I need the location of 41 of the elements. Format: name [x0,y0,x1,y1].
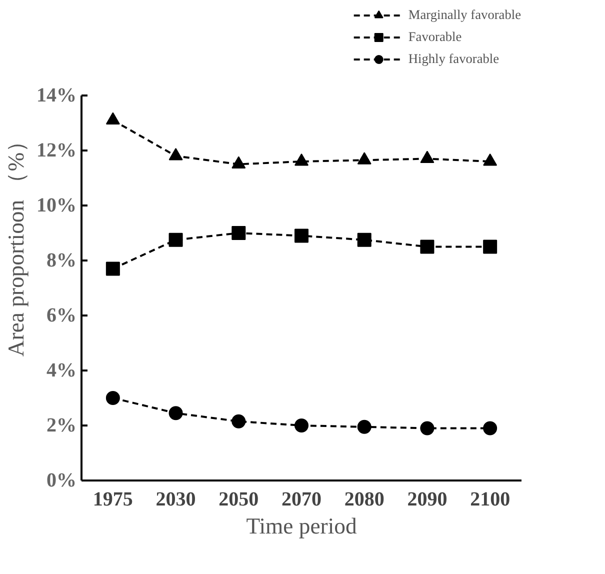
point [357,420,372,434]
legend-label: Marginally favorable [408,7,521,23]
point [420,421,434,436]
x-tick-label: 1975 [92,488,133,510]
point [294,228,308,243]
point [357,152,372,164]
x-tick-label: 2030 [156,488,196,510]
x-tick-label: 2100 [470,488,510,510]
x-tick-label: 2050 [218,488,259,510]
point [106,391,120,405]
point [232,226,246,240]
x-tick-label: 2080 [344,488,384,510]
legend-label: Favorable [408,29,462,45]
point [483,240,498,254]
point [106,112,120,125]
point [420,240,434,254]
legend-label: Highly favorable [408,51,500,67]
point [420,150,434,164]
point [483,153,498,166]
y-axis-title: Area proportioon （%） [4,129,28,357]
point [294,153,308,166]
point [168,406,183,420]
y-tick-label: 2% [46,414,76,436]
x-tick-label: 2090 [407,488,448,510]
y-tick-label: 8% [46,250,76,272]
point [232,156,246,169]
point [168,148,183,160]
point [168,232,183,247]
point [106,262,120,276]
point [232,414,246,428]
point [294,418,308,432]
x-axis-title: Time period [246,514,358,538]
y-tick-label: 10% [36,194,76,216]
y-tick-label: 0% [46,470,76,492]
y-tick-label: 4% [46,360,76,382]
point [357,232,372,247]
y-tick-label: 14% [36,84,76,106]
y-tick-label: 12% [36,140,76,162]
y-tick-label: 6% [46,304,76,326]
point [483,421,498,436]
x-tick-label: 2070 [282,488,322,510]
